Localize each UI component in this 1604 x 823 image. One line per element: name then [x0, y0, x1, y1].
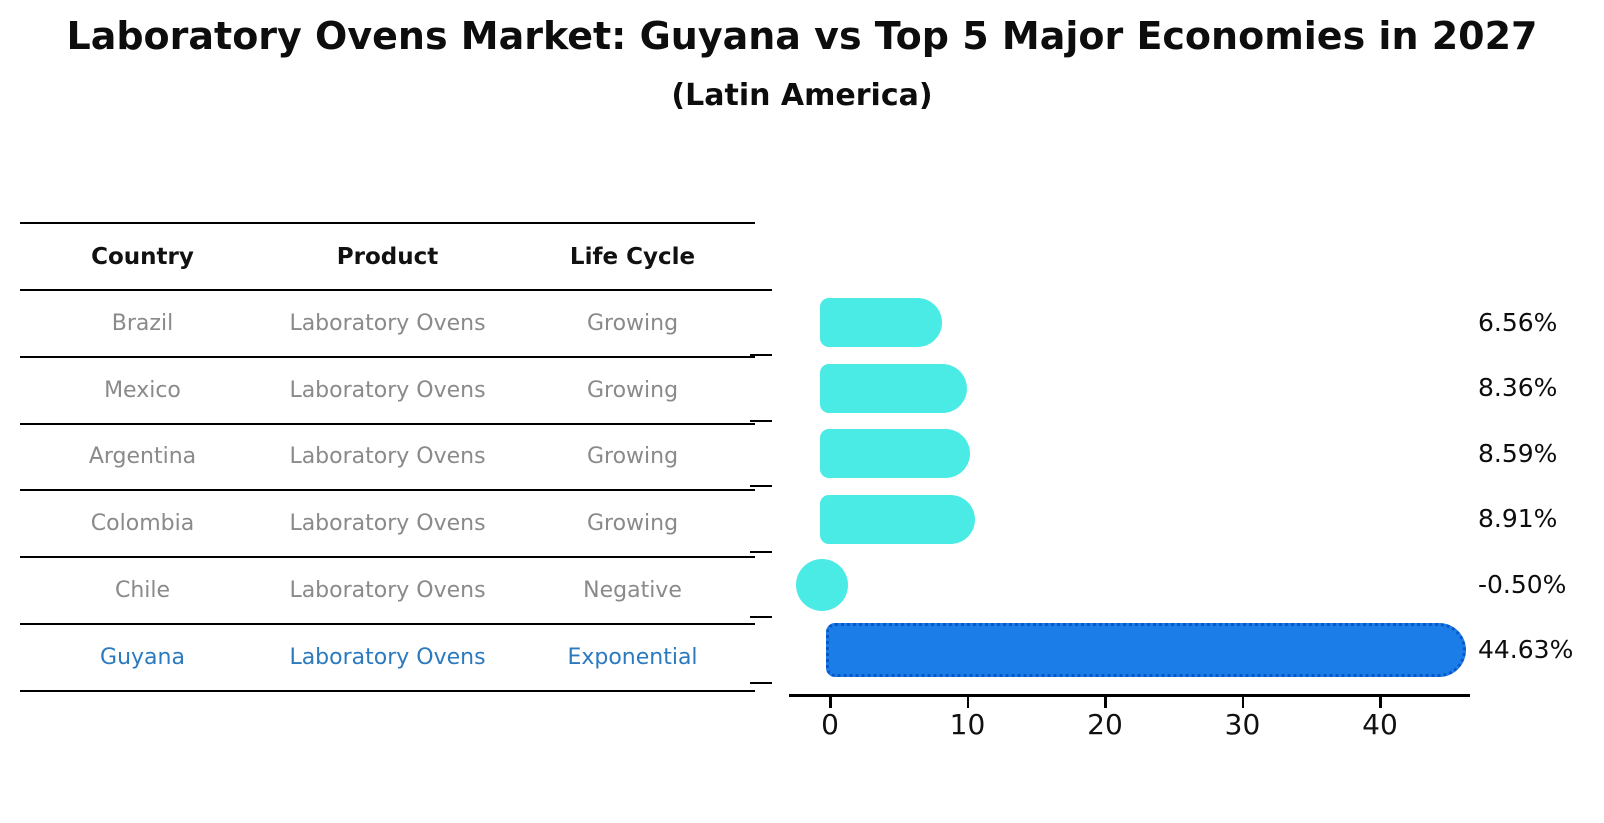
country-table: Country Product Life Cycle Brazil Labora…: [20, 222, 755, 692]
cell-country: Colombia: [90, 511, 195, 537]
cell-product: Laboratory Ovens: [289, 578, 486, 604]
column-header-country: Country: [91, 243, 194, 270]
x-tick: [966, 697, 969, 708]
cell-life-cycle: Growing: [586, 377, 679, 403]
table-row: Brazil Laboratory Ovens Growing: [20, 289, 755, 356]
chart-subtitle: (Latin America): [671, 78, 933, 113]
bar-mexico: [820, 363, 967, 413]
cell-country: Guyana: [100, 644, 185, 670]
cell-product: Laboratory Ovens: [289, 444, 486, 470]
bar-value-label: 8.36%: [1478, 373, 1558, 402]
bar-argentina: [820, 429, 971, 478]
bar-guyana: [826, 623, 1466, 677]
cell-product: Laboratory Ovens: [289, 644, 486, 670]
cell-country: Mexico: [104, 377, 181, 403]
x-tick: [829, 697, 832, 708]
y-tick: [750, 288, 772, 291]
table-header-row: Country Product Life Cycle: [20, 222, 755, 289]
cell-country: Chile: [114, 578, 171, 604]
y-tick: [750, 354, 772, 357]
x-axis-line: [789, 694, 1470, 697]
bar-value-label: 8.59%: [1478, 438, 1558, 468]
bar-colombia: [820, 494, 975, 544]
cell-life-cycle: Growing: [586, 511, 679, 537]
x-tick-label: 10: [949, 708, 986, 741]
bar-brazil: [820, 298, 943, 347]
table-row: Chile Laboratory Ovens Negative: [20, 556, 755, 623]
cell-product: Laboratory Ovens: [289, 511, 486, 537]
column-header-product: Product: [336, 243, 439, 270]
bar-chile: [796, 558, 848, 611]
x-tick-label: 0: [821, 708, 839, 741]
cell-life-cycle: Negative: [583, 578, 682, 604]
y-tick: [750, 550, 772, 553]
chart-title: Laboratory Ovens Market: Guyana vs Top 5…: [66, 14, 1538, 58]
table-row: Colombia Laboratory Ovens Growing: [20, 489, 755, 556]
cell-product: Laboratory Ovens: [289, 310, 486, 336]
bar-value-label: 44.63%: [1478, 635, 1574, 664]
table-row: Mexico Laboratory Ovens Growing: [20, 355, 755, 423]
cell-country: Argentina: [88, 444, 197, 470]
y-tick: [750, 485, 772, 488]
cell-life-cycle: Growing: [586, 310, 679, 336]
x-tick: [1104, 697, 1107, 708]
column-header-life-cycle: Life Cycle: [569, 243, 696, 270]
y-tick: [750, 616, 772, 619]
x-tick: [1379, 697, 1382, 708]
bar-value-label: 6.56%: [1478, 307, 1558, 337]
bar-value-label: -0.50%: [1478, 569, 1567, 599]
bar-value-label: 8.91%: [1478, 504, 1558, 533]
cell-life-cycle: Growing: [586, 444, 679, 470]
cell-life-cycle: Exponential: [567, 644, 698, 670]
table-row: Argentina Laboratory Ovens Growing: [20, 422, 755, 490]
y-tick: [750, 681, 772, 684]
table-row-guyana-highlight: Guyana Laboratory Ovens Exponential: [20, 622, 755, 690]
x-tick-label: 40: [1362, 708, 1398, 741]
x-tick: [1241, 697, 1244, 708]
cell-country: Brazil: [111, 310, 174, 336]
y-tick: [750, 419, 772, 422]
cell-product: Laboratory Ovens: [289, 377, 486, 403]
x-tick-label: 30: [1224, 708, 1261, 741]
x-tick-label: 20: [1087, 708, 1123, 741]
